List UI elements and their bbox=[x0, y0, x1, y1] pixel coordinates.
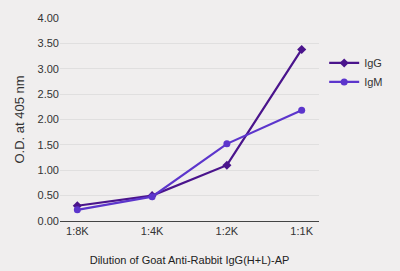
svg-text:4.00: 4.00 bbox=[38, 12, 59, 24]
svg-text:2.00: 2.00 bbox=[38, 113, 59, 125]
svg-text:1.00: 1.00 bbox=[38, 164, 59, 176]
svg-text:0.00: 0.00 bbox=[38, 215, 59, 227]
svg-text:IgM: IgM bbox=[364, 76, 382, 88]
svg-text:1:4K: 1:4K bbox=[141, 225, 164, 237]
svg-text:1:1K: 1:1K bbox=[290, 225, 313, 237]
svg-text:Dilution of Goat Anti-Rabbit I: Dilution of Goat Anti-Rabbit IgG(H+L)-AP bbox=[90, 254, 290, 266]
svg-text:1:8K: 1:8K bbox=[66, 225, 89, 237]
svg-text:IgG: IgG bbox=[364, 57, 382, 69]
svg-text:3.00: 3.00 bbox=[38, 63, 59, 75]
svg-text:1:2K: 1:2K bbox=[216, 225, 239, 237]
svg-text:O.D. at 405 nm: O.D. at 405 nm bbox=[12, 75, 27, 163]
svg-text:2.50: 2.50 bbox=[38, 88, 59, 100]
svg-text:0.50: 0.50 bbox=[38, 189, 59, 201]
svg-text:3.50: 3.50 bbox=[38, 37, 59, 49]
svg-text:1.50: 1.50 bbox=[38, 139, 59, 151]
